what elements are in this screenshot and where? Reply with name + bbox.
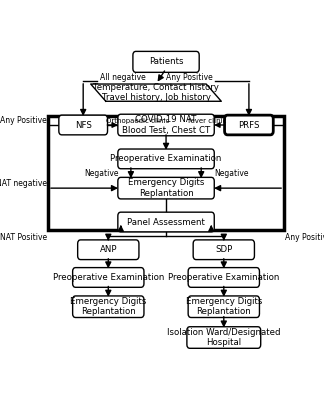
- Text: Temperature, Contact history
Travel history, Job history: Temperature, Contact history Travel hist…: [93, 83, 219, 102]
- Text: All negative: All negative: [99, 73, 145, 82]
- FancyBboxPatch shape: [78, 240, 139, 260]
- FancyBboxPatch shape: [118, 149, 214, 169]
- Text: ANP: ANP: [99, 245, 117, 254]
- Text: Any Positive: Any Positive: [166, 73, 213, 82]
- Polygon shape: [91, 84, 221, 101]
- FancyBboxPatch shape: [59, 115, 108, 135]
- Text: PRFS: PRFS: [238, 120, 260, 130]
- Text: COVID-19 NAT
Blood Test, Chest CT: COVID-19 NAT Blood Test, Chest CT: [122, 115, 210, 135]
- Text: NAT Positive: NAT Positive: [0, 233, 47, 242]
- Text: Negative: Negative: [84, 168, 118, 178]
- Text: Emergency Digits
Replantation: Emergency Digits Replantation: [128, 178, 204, 198]
- Text: Emergency Digits
Replantation: Emergency Digits Replantation: [186, 297, 262, 316]
- FancyBboxPatch shape: [193, 240, 254, 260]
- FancyBboxPatch shape: [225, 115, 273, 135]
- Text: Orthopaedic clinic: Orthopaedic clinic: [106, 118, 169, 124]
- FancyBboxPatch shape: [73, 268, 144, 287]
- Text: Any Positive: Any Positive: [285, 233, 324, 242]
- Text: Preoperative Examination: Preoperative Examination: [52, 273, 164, 282]
- FancyBboxPatch shape: [118, 212, 214, 232]
- FancyBboxPatch shape: [118, 114, 214, 136]
- Text: Any Positive: Any Positive: [0, 116, 47, 125]
- FancyBboxPatch shape: [188, 268, 260, 287]
- Text: Preoperative Examination: Preoperative Examination: [110, 154, 222, 163]
- Text: NAT negative: NAT negative: [0, 179, 47, 188]
- Text: Panel Assessment: Panel Assessment: [127, 218, 205, 226]
- FancyBboxPatch shape: [73, 296, 144, 318]
- Text: Patients: Patients: [149, 57, 183, 66]
- Text: Preoperative Examination: Preoperative Examination: [168, 273, 280, 282]
- Text: NFS: NFS: [75, 120, 92, 130]
- Text: SDP: SDP: [215, 245, 232, 254]
- FancyBboxPatch shape: [133, 51, 199, 72]
- Text: Negative: Negative: [214, 168, 248, 178]
- Text: Isolation Ward/Designated
Hospital: Isolation Ward/Designated Hospital: [167, 328, 281, 347]
- FancyBboxPatch shape: [188, 296, 260, 318]
- Bar: [48, 116, 284, 230]
- FancyBboxPatch shape: [187, 327, 261, 348]
- FancyBboxPatch shape: [118, 177, 214, 199]
- Text: Emergency Digits
Replantation: Emergency Digits Replantation: [70, 297, 146, 316]
- Text: fever clinic: fever clinic: [188, 118, 226, 124]
